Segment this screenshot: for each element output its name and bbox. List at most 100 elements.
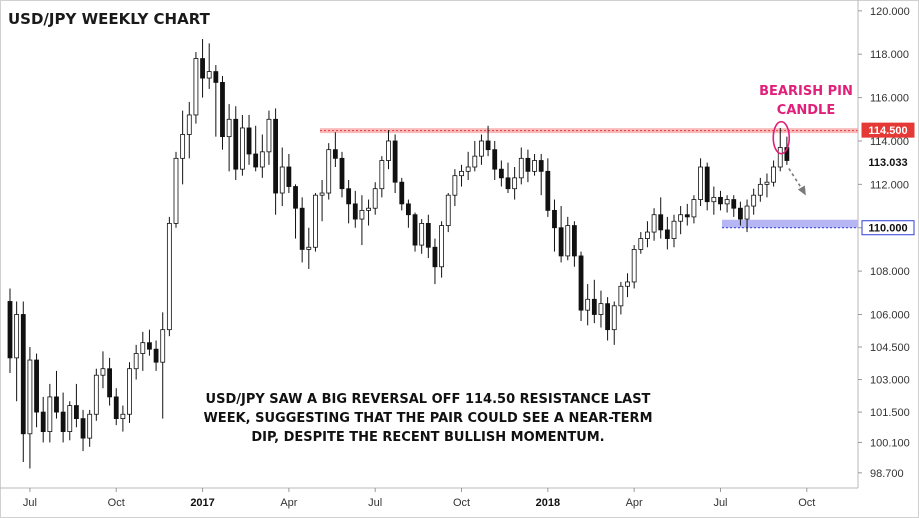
candle-body xyxy=(492,149,498,170)
candle-body xyxy=(658,214,664,231)
resistance-price-tag: 114.500 xyxy=(861,122,915,138)
candle xyxy=(505,162,511,194)
candle xyxy=(771,160,776,187)
x-tick-label: Oct xyxy=(108,497,125,509)
x-tick-label: Apr xyxy=(280,497,297,509)
candle xyxy=(220,75,225,150)
candle-body xyxy=(472,155,478,168)
candle-body xyxy=(40,411,46,433)
candle-body xyxy=(206,71,212,79)
candle xyxy=(777,127,783,172)
candle-body xyxy=(273,118,279,194)
candle-body xyxy=(605,303,610,331)
candle-body xyxy=(698,166,703,200)
candle-body xyxy=(166,222,172,331)
candle-body xyxy=(777,147,783,168)
candle xyxy=(107,357,112,406)
y-tick-label: 101.500 xyxy=(870,407,910,419)
candle xyxy=(193,52,199,124)
support-price-tag-box xyxy=(861,220,915,236)
candle-body xyxy=(711,196,717,203)
candle-body xyxy=(54,396,59,413)
candle xyxy=(80,409,86,452)
candle-body xyxy=(67,405,73,433)
candle-body xyxy=(771,166,776,183)
candle-body xyxy=(664,229,670,239)
candle-body xyxy=(718,196,723,205)
candle-body xyxy=(691,199,697,218)
candle xyxy=(684,203,690,226)
candle-body xyxy=(445,194,451,226)
annotation-title-line-1: BEARISH PIN xyxy=(759,84,853,99)
candle xyxy=(47,383,53,443)
candle-body xyxy=(107,368,112,398)
candle-body xyxy=(200,58,205,79)
candle xyxy=(598,290,604,328)
candle-body xyxy=(332,149,338,159)
candle-body xyxy=(120,413,126,419)
candle-body xyxy=(359,209,365,220)
candle-body xyxy=(419,222,425,246)
candle-body xyxy=(339,157,345,190)
y-tick-label: 106.000 xyxy=(870,309,910,321)
annotation-note-line-3: DIP, DESPITE THE RECENT BULLISH MOMENTUM… xyxy=(251,430,604,445)
candle-body xyxy=(34,359,39,413)
candle-body xyxy=(173,157,179,224)
candle-body xyxy=(226,118,232,138)
candle-body xyxy=(611,305,617,331)
candle xyxy=(273,108,279,215)
candle-body xyxy=(485,140,491,151)
candle-body xyxy=(100,368,106,376)
candle xyxy=(465,151,471,181)
candle xyxy=(638,232,644,254)
candle-body xyxy=(87,413,93,439)
projection-arrow xyxy=(788,168,804,191)
candle-body xyxy=(678,214,684,222)
candle xyxy=(180,110,186,185)
y-tick-label: 104.500 xyxy=(870,342,910,354)
projection-arrow-head xyxy=(797,185,806,196)
candle xyxy=(399,177,405,211)
candle-body xyxy=(625,281,630,287)
candle xyxy=(60,392,66,443)
candle-body xyxy=(651,214,657,233)
candle xyxy=(545,158,551,217)
candle-body xyxy=(558,227,564,257)
candle-body xyxy=(405,203,411,216)
x-tick-label: 2017 xyxy=(190,497,214,509)
candle-body xyxy=(113,396,119,419)
support-band xyxy=(722,219,858,228)
candle xyxy=(7,288,13,374)
candle-body xyxy=(379,160,385,190)
candle-body xyxy=(319,192,325,196)
candles xyxy=(7,39,790,469)
candle-body xyxy=(459,170,464,177)
candle xyxy=(412,212,418,252)
candle xyxy=(691,195,697,224)
x-tick-label: 2018 xyxy=(536,497,560,509)
candle xyxy=(120,405,126,432)
candle-body xyxy=(572,225,577,257)
candle xyxy=(166,216,172,337)
candle-body xyxy=(213,71,219,83)
y-tick-label: 116.000 xyxy=(870,93,909,105)
candle-body xyxy=(671,220,677,239)
candle xyxy=(525,149,531,183)
candle-body xyxy=(186,114,192,135)
candle-body xyxy=(585,298,591,311)
candle xyxy=(625,273,630,298)
candle xyxy=(279,147,285,207)
candle-body xyxy=(47,396,53,433)
pin-candle-circle xyxy=(772,120,791,155)
candle xyxy=(40,396,46,443)
x-tick-label: Jul xyxy=(713,497,727,509)
candle-body xyxy=(505,177,511,190)
candle xyxy=(419,219,425,254)
candle-body xyxy=(326,149,332,194)
candle xyxy=(100,351,106,389)
candle-body xyxy=(412,214,418,246)
candle-body xyxy=(518,157,524,179)
candle xyxy=(266,110,272,165)
candle xyxy=(605,297,610,341)
candle xyxy=(27,347,33,469)
